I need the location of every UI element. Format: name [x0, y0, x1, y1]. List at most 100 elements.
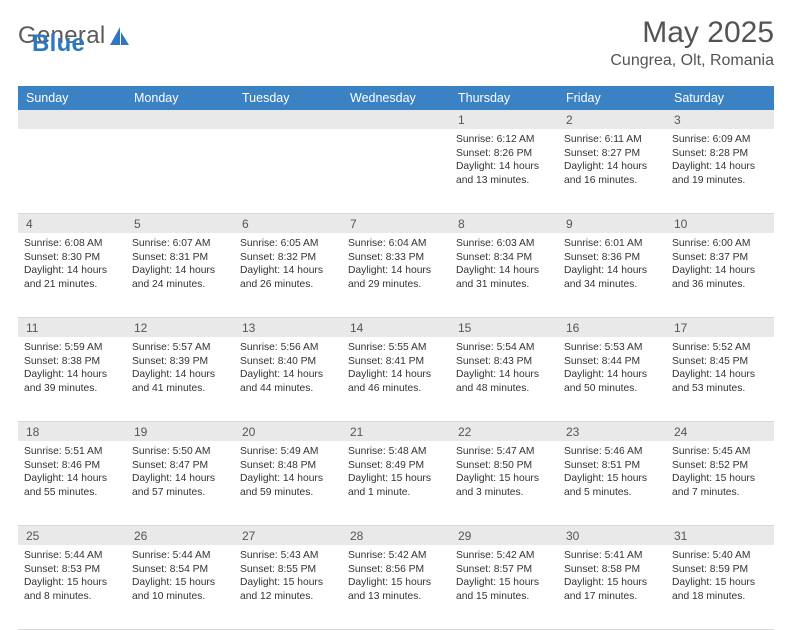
- date-number: 4: [18, 214, 126, 233]
- dl1-text: Daylight: 14 hours: [132, 368, 228, 382]
- calendar-cell: Sunrise: 5:40 AMSunset: 8:59 PMDaylight:…: [666, 545, 774, 629]
- dl2-text: and 13 minutes.: [456, 174, 552, 188]
- sunrise-text: Sunrise: 6:12 AM: [456, 133, 552, 147]
- date-number: 10: [666, 214, 774, 233]
- calendar-cell: Sunrise: 5:59 AMSunset: 8:38 PMDaylight:…: [18, 337, 126, 421]
- calendar-cell: Sunrise: 5:43 AMSunset: 8:55 PMDaylight:…: [234, 545, 342, 629]
- sunrise-text: Sunrise: 6:11 AM: [564, 133, 660, 147]
- calendar-cell: [234, 129, 342, 213]
- calendar-cell: Sunrise: 5:53 AMSunset: 8:44 PMDaylight:…: [558, 337, 666, 421]
- dl2-text: and 5 minutes.: [564, 486, 660, 500]
- calendar-cell: Sunrise: 6:11 AMSunset: 8:27 PMDaylight:…: [558, 129, 666, 213]
- calendar-cell: Sunrise: 5:48 AMSunset: 8:49 PMDaylight:…: [342, 441, 450, 525]
- dl2-text: and 18 minutes.: [672, 590, 768, 604]
- dl1-text: Daylight: 15 hours: [564, 576, 660, 590]
- sunset-text: Sunset: 8:57 PM: [456, 563, 552, 577]
- week-row: Sunrise: 5:59 AMSunset: 8:38 PMDaylight:…: [18, 337, 774, 422]
- date-number: 13: [234, 318, 342, 337]
- sunrise-text: Sunrise: 5:40 AM: [672, 549, 768, 563]
- dl1-text: Daylight: 14 hours: [24, 368, 120, 382]
- calendar-cell: Sunrise: 5:41 AMSunset: 8:58 PMDaylight:…: [558, 545, 666, 629]
- date-row: 25262728293031: [18, 526, 774, 545]
- calendar-cell: Sunrise: 5:46 AMSunset: 8:51 PMDaylight:…: [558, 441, 666, 525]
- date-number: 18: [18, 422, 126, 441]
- date-number: 14: [342, 318, 450, 337]
- calendar-cell: Sunrise: 5:50 AMSunset: 8:47 PMDaylight:…: [126, 441, 234, 525]
- date-number: 27: [234, 526, 342, 545]
- date-number: 8: [450, 214, 558, 233]
- title-block: May 2025 Cungrea, Olt, Romania: [610, 16, 774, 70]
- day-header-tuesday: Tuesday: [234, 86, 342, 110]
- date-number: 19: [126, 422, 234, 441]
- sunrise-text: Sunrise: 5:56 AM: [240, 341, 336, 355]
- calendar-cell: Sunrise: 5:47 AMSunset: 8:50 PMDaylight:…: [450, 441, 558, 525]
- sunrise-text: Sunrise: 5:55 AM: [348, 341, 444, 355]
- calendar-cell: Sunrise: 5:52 AMSunset: 8:45 PMDaylight:…: [666, 337, 774, 421]
- sunrise-text: Sunrise: 5:57 AM: [132, 341, 228, 355]
- dl1-text: Daylight: 14 hours: [348, 264, 444, 278]
- dl2-text: and 41 minutes.: [132, 382, 228, 396]
- dl2-text: and 34 minutes.: [564, 278, 660, 292]
- dl2-text: and 1 minute.: [348, 486, 444, 500]
- dl1-text: Daylight: 14 hours: [456, 160, 552, 174]
- day-header-row: Sunday Monday Tuesday Wednesday Thursday…: [18, 86, 774, 110]
- sunset-text: Sunset: 8:46 PM: [24, 459, 120, 473]
- calendar-cell: Sunrise: 6:08 AMSunset: 8:30 PMDaylight:…: [18, 233, 126, 317]
- date-number: 6: [234, 214, 342, 233]
- sunrise-text: Sunrise: 5:45 AM: [672, 445, 768, 459]
- date-row: 123: [18, 110, 774, 129]
- dl1-text: Daylight: 15 hours: [672, 472, 768, 486]
- dl2-text: and 50 minutes.: [564, 382, 660, 396]
- dl2-text: and 15 minutes.: [456, 590, 552, 604]
- date-number: 31: [666, 526, 774, 545]
- sunrise-text: Sunrise: 5:59 AM: [24, 341, 120, 355]
- calendar-cell: Sunrise: 5:56 AMSunset: 8:40 PMDaylight:…: [234, 337, 342, 421]
- dl2-text: and 48 minutes.: [456, 382, 552, 396]
- calendar-cell: Sunrise: 5:44 AMSunset: 8:53 PMDaylight:…: [18, 545, 126, 629]
- dl2-text: and 13 minutes.: [348, 590, 444, 604]
- calendar-cell: [342, 129, 450, 213]
- day-header-wednesday: Wednesday: [342, 86, 450, 110]
- date-number: 24: [666, 422, 774, 441]
- calendar-cell: Sunrise: 6:03 AMSunset: 8:34 PMDaylight:…: [450, 233, 558, 317]
- sunrise-text: Sunrise: 5:49 AM: [240, 445, 336, 459]
- dl2-text: and 31 minutes.: [456, 278, 552, 292]
- dl1-text: Daylight: 14 hours: [132, 472, 228, 486]
- sunset-text: Sunset: 8:58 PM: [564, 563, 660, 577]
- dl1-text: Daylight: 15 hours: [348, 472, 444, 486]
- sunrise-text: Sunrise: 5:44 AM: [132, 549, 228, 563]
- sunset-text: Sunset: 8:47 PM: [132, 459, 228, 473]
- day-header-thursday: Thursday: [450, 86, 558, 110]
- page-title: May 2025: [610, 16, 774, 50]
- week-row: Sunrise: 5:44 AMSunset: 8:53 PMDaylight:…: [18, 545, 774, 630]
- sunrise-text: Sunrise: 6:01 AM: [564, 237, 660, 251]
- calendar-cell: Sunrise: 6:09 AMSunset: 8:28 PMDaylight:…: [666, 129, 774, 213]
- sunrise-text: Sunrise: 5:42 AM: [456, 549, 552, 563]
- sunset-text: Sunset: 8:27 PM: [564, 147, 660, 161]
- date-number: 11: [18, 318, 126, 337]
- day-header-friday: Friday: [558, 86, 666, 110]
- dl1-text: Daylight: 15 hours: [132, 576, 228, 590]
- dl2-text: and 26 minutes.: [240, 278, 336, 292]
- day-header-sunday: Sunday: [18, 86, 126, 110]
- dl1-text: Daylight: 14 hours: [564, 264, 660, 278]
- dl2-text: and 44 minutes.: [240, 382, 336, 396]
- sunset-text: Sunset: 8:38 PM: [24, 355, 120, 369]
- date-number: 25: [18, 526, 126, 545]
- dl1-text: Daylight: 14 hours: [456, 264, 552, 278]
- calendar-cell: Sunrise: 6:01 AMSunset: 8:36 PMDaylight:…: [558, 233, 666, 317]
- date-number: 28: [342, 526, 450, 545]
- date-number: 9: [558, 214, 666, 233]
- sunrise-text: Sunrise: 6:07 AM: [132, 237, 228, 251]
- sunset-text: Sunset: 8:59 PM: [672, 563, 768, 577]
- calendar-cell: Sunrise: 6:12 AMSunset: 8:26 PMDaylight:…: [450, 129, 558, 213]
- dl1-text: Daylight: 15 hours: [240, 576, 336, 590]
- dl2-text: and 29 minutes.: [348, 278, 444, 292]
- dl1-text: Daylight: 15 hours: [456, 576, 552, 590]
- sunset-text: Sunset: 8:36 PM: [564, 251, 660, 265]
- day-header-monday: Monday: [126, 86, 234, 110]
- calendar-cell: Sunrise: 5:54 AMSunset: 8:43 PMDaylight:…: [450, 337, 558, 421]
- sunrise-text: Sunrise: 5:48 AM: [348, 445, 444, 459]
- date-number: 21: [342, 422, 450, 441]
- calendar-cell: Sunrise: 6:07 AMSunset: 8:31 PMDaylight:…: [126, 233, 234, 317]
